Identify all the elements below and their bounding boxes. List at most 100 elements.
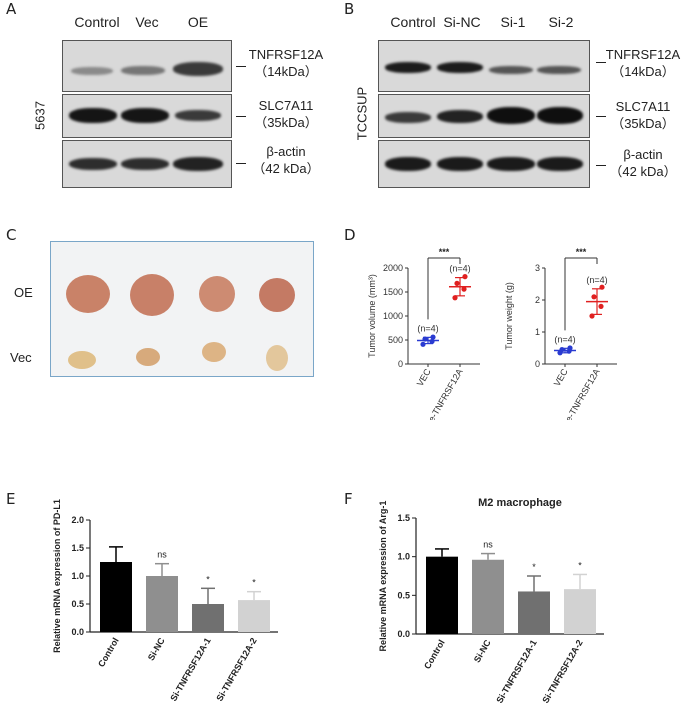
bar-chart-pd-l1: 0.0 0.5 1.0 1.5 2.0 Relative mRNA expression … — [52, 499, 278, 703]
western-blot-slc7a11-b — [378, 94, 590, 138]
panel-label-c: C — [6, 226, 17, 244]
tumor-oe — [130, 274, 174, 316]
blot-band — [537, 66, 581, 74]
lane-label-control: Control — [390, 14, 436, 30]
y-tick-label: 1000 — [383, 311, 403, 321]
y-axis-label: Relative mRNA expression of PD-L1 — [52, 499, 62, 653]
marker-dash — [236, 66, 246, 67]
blot-band — [537, 157, 583, 171]
tumor-oe-row — [66, 274, 295, 316]
y-tick-label: 1.0 — [71, 571, 84, 581]
cell-line-label-b: TCCSUP — [354, 86, 370, 141]
data-point — [599, 284, 605, 290]
tumor-vec — [68, 351, 96, 369]
blot-band — [173, 157, 223, 171]
row-label-oe: OE — [14, 285, 33, 300]
western-blot-tnfrsf12a-b — [378, 40, 590, 92]
panel-label-a: A — [6, 0, 17, 18]
y-axis-label: Tumor weight (g) — [504, 282, 514, 350]
marker-actin-b: β-actin （42 kDa） — [609, 147, 677, 179]
panel-label-d: D — [344, 226, 356, 244]
data-point — [422, 336, 428, 342]
data-point — [559, 347, 565, 353]
x-tick-label: Control — [422, 638, 447, 671]
bar — [146, 576, 178, 632]
significance-marker: *** — [439, 247, 450, 257]
western-blot-slc7a11-a — [62, 94, 232, 138]
western-blot-actin-a — [62, 140, 232, 188]
blot-band — [69, 158, 117, 170]
blot-band — [487, 157, 535, 171]
bar — [472, 559, 504, 634]
tumor-vec — [136, 348, 160, 366]
tumor-oe — [66, 275, 110, 313]
western-blot-actin-b — [378, 140, 590, 188]
y-tick-label: 0.0 — [397, 629, 410, 639]
western-blot-tnfrsf12a-a — [62, 40, 232, 92]
blot-band — [385, 112, 431, 123]
blot-band — [437, 62, 483, 73]
marker-slc7a11-b: SLC7A11 （35kDa） — [611, 99, 675, 131]
data-point — [591, 294, 597, 300]
blot-band — [173, 62, 223, 76]
bar — [426, 556, 458, 634]
data-point — [454, 280, 460, 286]
n-label: (n=4) — [449, 264, 470, 274]
y-tick-label: 1.0 — [397, 552, 410, 562]
significance-marker: * — [578, 560, 582, 570]
lane-label-vec: Vec — [135, 14, 159, 30]
data-point — [430, 334, 436, 340]
tumor-vec-row — [68, 342, 288, 371]
y-tick-label: 1500 — [383, 287, 403, 297]
x-tick-label: VEC — [415, 367, 433, 388]
tumor-photo-drawing — [66, 274, 295, 371]
blot-band — [175, 110, 221, 121]
data-point — [462, 274, 468, 280]
marker-dash — [596, 116, 606, 117]
blot-band — [385, 62, 431, 73]
tumor-vec — [266, 345, 288, 371]
significance-marker: ns — [157, 550, 167, 560]
significance-marker: *** — [576, 247, 587, 257]
marker-dash — [596, 62, 606, 63]
n-label: (n=4) — [554, 334, 575, 344]
x-tick-label: Si-TNFRSF12A-1 — [494, 638, 538, 705]
cell-line-label-a: 5637 — [32, 101, 48, 130]
bar — [192, 604, 224, 632]
significance-marker: ns — [483, 540, 493, 550]
significance-marker: * — [252, 578, 256, 588]
lane-label-si-2: Si-2 — [548, 14, 574, 30]
chart-title: M2 macrophage — [478, 497, 562, 509]
y-tick-label: 1 — [535, 327, 540, 337]
y-tick-label: 0.0 — [71, 627, 84, 637]
significance-marker: * — [532, 562, 536, 572]
blot-band — [437, 110, 483, 123]
lane-label-control: Control — [74, 14, 120, 30]
panel-label-e: E — [6, 490, 16, 508]
marker-dash — [596, 165, 606, 166]
marker-dash — [236, 116, 246, 117]
row-label-vec: Vec — [10, 350, 32, 365]
x-tick-label: Si-NC — [472, 638, 493, 665]
y-tick-label: 500 — [388, 335, 403, 345]
y-axis-label: Tumor volume (mm³) — [367, 274, 377, 358]
blot-band — [121, 66, 165, 75]
tumor-vec — [202, 342, 226, 362]
blot-band — [69, 108, 117, 123]
tumor-photo — [50, 241, 314, 377]
x-tick-label: Si-TNFRSF12A-2 — [540, 638, 584, 705]
data-point — [452, 295, 458, 301]
marker-slc7a11-a: SLC7A11 （35kDa） — [254, 98, 318, 130]
lane-label-si-nc: Si-NC — [443, 14, 481, 30]
x-tick-label: Control — [96, 636, 121, 669]
tumor-oe — [259, 278, 295, 312]
blot-band — [71, 67, 113, 75]
data-point — [567, 345, 573, 351]
bar-chart-arg-1: M2 macrophage 0.0 0.5 1.0 1.5 Relative mRNA e… — [378, 497, 604, 705]
panel-label-f: F — [344, 490, 353, 508]
bar — [100, 562, 132, 632]
y-tick-label: 2.0 — [71, 515, 84, 525]
y-tick-label: 2 — [535, 295, 540, 305]
marker-dash — [236, 163, 246, 164]
